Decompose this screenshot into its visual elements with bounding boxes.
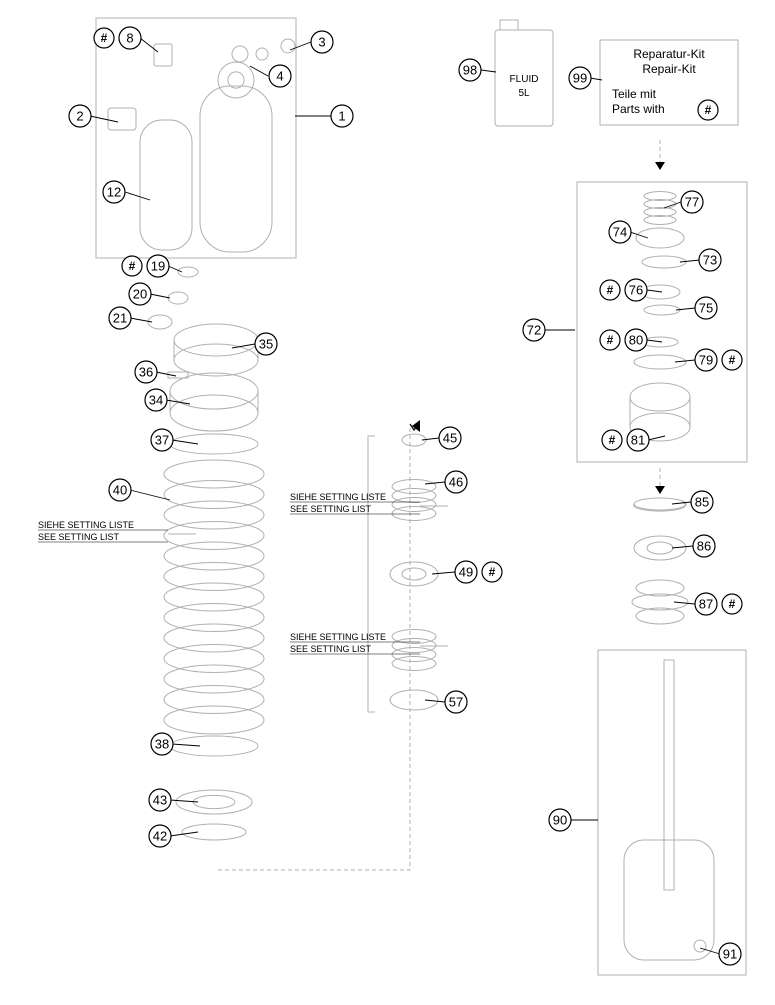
group-box [96, 18, 296, 258]
svg-text:SIEHE SETTING LISTE: SIEHE SETTING LISTE [290, 492, 386, 502]
svg-text:20: 20 [133, 287, 147, 302]
svg-text:21: 21 [113, 311, 127, 326]
leader-line [481, 70, 496, 72]
svg-text:57: 57 [449, 695, 463, 710]
svg-text:8: 8 [126, 31, 133, 46]
svg-text:#: # [607, 333, 614, 347]
leader-line [90, 116, 118, 122]
svg-text:43: 43 [153, 793, 167, 808]
svg-text:35: 35 [259, 337, 273, 352]
svg-text:74: 74 [613, 225, 627, 240]
leader-line [432, 572, 455, 574]
leader-line [674, 602, 695, 604]
svg-text:77: 77 [685, 195, 699, 210]
svg-text:Repair-Kit: Repair-Kit [642, 62, 696, 76]
svg-text:SEE SETTING LIST: SEE SETTING LIST [290, 504, 372, 514]
svg-text:91: 91 [723, 947, 737, 962]
shock-body [200, 86, 272, 252]
svg-text:81: 81 [631, 433, 645, 448]
leader-line [172, 440, 198, 444]
leader-line [647, 340, 662, 342]
reservoir [140, 120, 192, 250]
svg-text:Parts with: Parts with [612, 102, 665, 116]
svg-text:45: 45 [443, 431, 457, 446]
svg-text:36: 36 [139, 365, 153, 380]
parts-diagram: FLUID 5L Reparatur-KitRepair-Kit Teile mitP… [0, 0, 775, 1005]
svg-text:SIEHE SETTING LISTE: SIEHE SETTING LISTE [290, 632, 386, 642]
svg-text:#: # [609, 433, 616, 447]
svg-text:79: 79 [699, 353, 713, 368]
leader-line [290, 42, 311, 50]
svg-text:99: 99 [573, 71, 587, 86]
svg-text:5L: 5L [518, 88, 530, 99]
svg-text:85: 85 [695, 495, 709, 510]
svg-text:19: 19 [151, 259, 165, 274]
svg-text:12: 12 [107, 185, 121, 200]
svg-text:SEE SETTING LIST: SEE SETTING LIST [38, 532, 120, 542]
svg-text:46: 46 [449, 475, 463, 490]
svg-text:87: 87 [699, 597, 713, 612]
svg-text:SIEHE SETTING LISTE: SIEHE SETTING LISTE [38, 520, 134, 530]
group-box [598, 650, 746, 975]
svg-text:Teile mit: Teile mit [612, 87, 657, 101]
leader-line [125, 192, 150, 200]
leader-line [140, 38, 158, 52]
svg-text:4: 4 [276, 69, 283, 84]
svg-text:42: 42 [153, 829, 167, 844]
svg-text:86: 86 [697, 539, 711, 554]
svg-text:49: 49 [459, 565, 473, 580]
svg-text:#: # [729, 597, 736, 611]
svg-text:38: 38 [155, 737, 169, 752]
leader-line [647, 290, 662, 292]
leader-line [422, 438, 439, 440]
svg-text:#: # [705, 103, 712, 117]
svg-text:72: 72 [527, 323, 541, 338]
svg-text:73: 73 [703, 253, 717, 268]
leader-line [172, 744, 200, 746]
piston-rod [664, 660, 674, 890]
leader-line [672, 546, 693, 548]
svg-text:34: 34 [149, 393, 163, 408]
leader-line [648, 436, 665, 440]
svg-text:80: 80 [629, 333, 643, 348]
svg-text:SEE SETTING LIST: SEE SETTING LIST [290, 644, 372, 654]
svg-text:FLUID: FLUID [510, 74, 539, 85]
leader-line [672, 502, 691, 504]
svg-text:#: # [729, 353, 736, 367]
leader-line [425, 700, 445, 702]
svg-text:#: # [607, 283, 614, 297]
svg-text:1: 1 [338, 109, 345, 124]
svg-text:90: 90 [553, 813, 567, 828]
svg-text:75: 75 [699, 301, 713, 316]
leader-line [150, 294, 170, 298]
svg-text:Reparatur-Kit: Reparatur-Kit [633, 47, 705, 61]
damper-tube [624, 840, 714, 960]
svg-text:76: 76 [629, 283, 643, 298]
svg-text:#: # [129, 259, 136, 273]
svg-text:40: 40 [113, 483, 127, 498]
svg-text:37: 37 [155, 433, 169, 448]
leader-line [680, 260, 700, 262]
svg-text:2: 2 [76, 109, 83, 124]
svg-text:98: 98 [463, 63, 477, 78]
svg-text:#: # [489, 565, 496, 579]
svg-text:3: 3 [318, 35, 325, 50]
leader-line [156, 372, 176, 376]
svg-text:#: # [101, 31, 108, 45]
